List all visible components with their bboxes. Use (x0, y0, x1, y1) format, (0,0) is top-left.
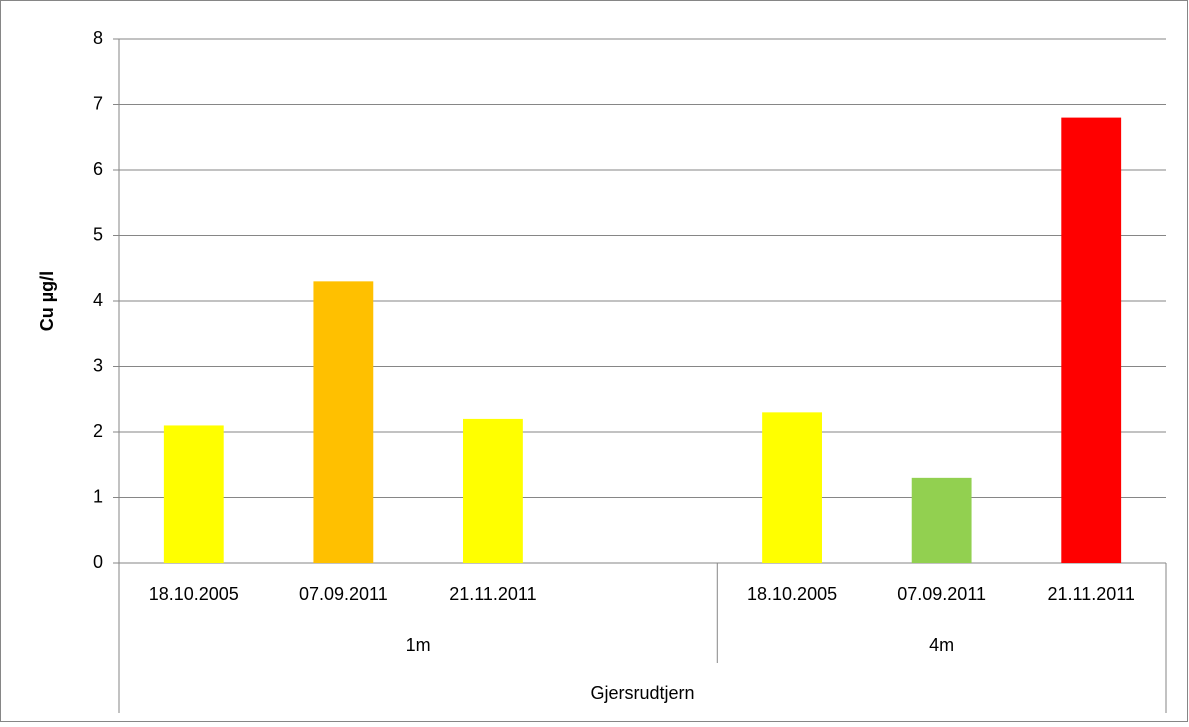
y-tick-label: 5 (93, 224, 103, 244)
x-tick-label: 21.11.2011 (449, 584, 536, 604)
y-axis-label: Cu µg/l (37, 271, 57, 331)
y-tick-label: 7 (93, 93, 103, 113)
x-tick-label: 07.09.2011 (897, 584, 986, 604)
bar (762, 412, 822, 563)
x-tick-label: 07.09.2011 (299, 584, 388, 604)
y-tick-label: 3 (93, 355, 103, 375)
bar (911, 477, 972, 563)
x-tick-label: 18.10.2005 (747, 584, 837, 604)
y-tick-label: 1 (93, 486, 103, 506)
group-label: 4m (929, 635, 954, 655)
x-tick-label: 18.10.2005 (149, 584, 239, 604)
bar (163, 425, 224, 563)
y-tick-label: 0 (93, 552, 103, 572)
y-tick-label: 8 (93, 28, 103, 48)
bar (313, 281, 374, 563)
bar (1061, 117, 1122, 563)
y-tick-label: 2 (93, 421, 103, 441)
bar (463, 418, 523, 563)
y-tick-label: 6 (93, 159, 103, 179)
group-label: 1m (406, 635, 431, 655)
x-tick-label: 21.11.2011 (1048, 584, 1135, 604)
y-tick-label: 4 (93, 290, 103, 310)
outer-label: Gjersrudtjern (590, 683, 694, 703)
